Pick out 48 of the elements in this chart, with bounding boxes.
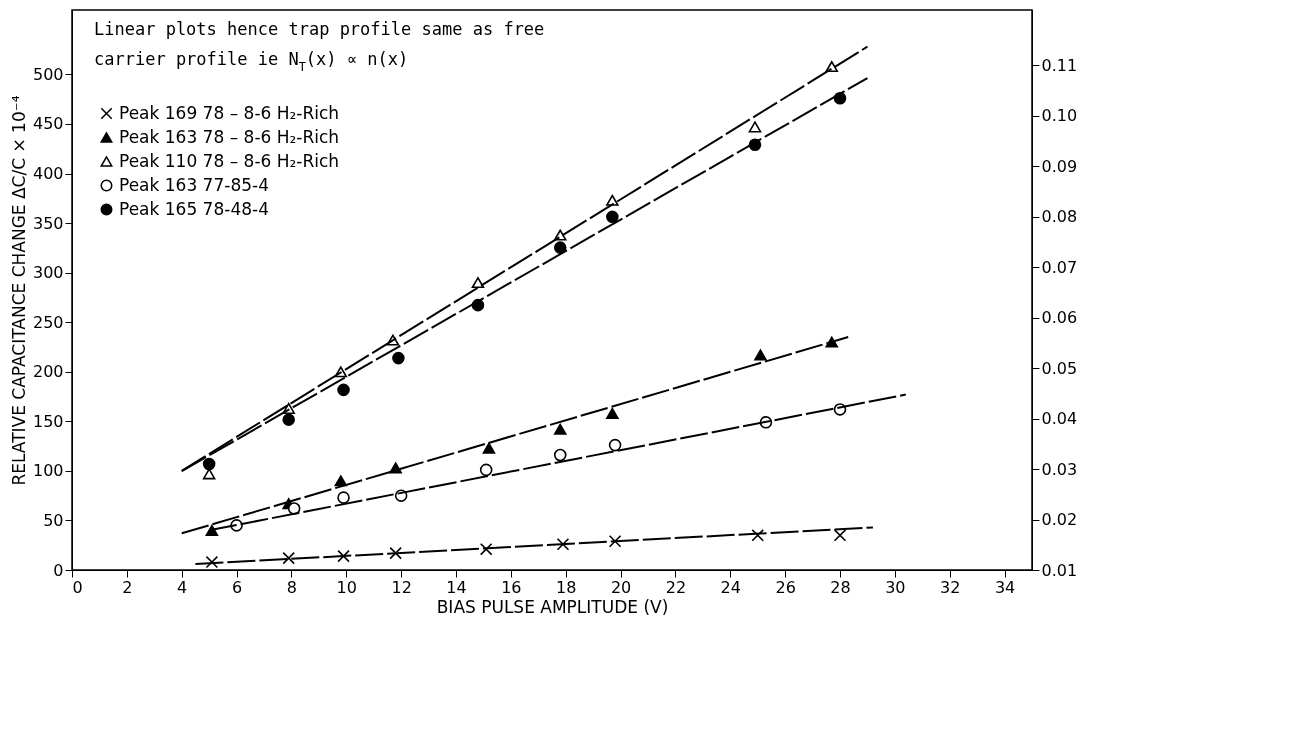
x-tick-label: 4 xyxy=(177,577,188,597)
x-tick-label: 24 xyxy=(720,577,741,597)
y2-tick-label: 0.08 xyxy=(1041,207,1078,227)
y-tick-label: 250 xyxy=(32,312,64,332)
x-tick-label: 0 xyxy=(72,577,83,597)
x-tick-label: 8 xyxy=(286,577,298,597)
x-tick-label: 34 xyxy=(994,577,1016,597)
x-tick-label: 26 xyxy=(775,577,796,597)
y2-tick-label: 0.03 xyxy=(1041,459,1078,479)
x-axis-title: BIAS PULSE AMPLITUDE (V) xyxy=(436,596,669,617)
legend-label: Peak 165 78-48-4 xyxy=(119,198,269,219)
y-tick-label: 400 xyxy=(32,164,64,184)
y2-tick-label: 0.01 xyxy=(1041,560,1078,580)
x-tick-label: 30 xyxy=(885,577,906,597)
y2-tick-label: 0.10 xyxy=(1041,106,1078,126)
y-tick-label: 200 xyxy=(32,362,64,382)
y-tick-label: 450 xyxy=(32,114,64,134)
y-tick-label: 500 xyxy=(32,64,64,84)
y-tick-label: 150 xyxy=(32,411,64,431)
y2-tick-label: 0.11 xyxy=(1041,56,1078,75)
x-tick-label: 18 xyxy=(556,577,577,597)
legend-label: Peak 163 77-85-4 xyxy=(119,174,269,195)
x-tick-label: 2 xyxy=(122,577,133,597)
x-tick-label: 16 xyxy=(501,577,522,597)
legend-label: Peak 169 78 – 8-6 H₂-Rich xyxy=(119,102,340,123)
y-tick-label: 350 xyxy=(32,213,64,233)
y2-tick-label: 0.09 xyxy=(1041,156,1078,176)
legend-label: Peak 110 78 – 8-6 H₂-Rich xyxy=(119,150,340,171)
y-axis-title: RELATIVE CAPACITANCE CHANGE ΔC/C × 10⁻⁴ xyxy=(8,95,29,486)
y2-tick-label: 0.04 xyxy=(1041,409,1078,429)
y2-tick-label: 0.06 xyxy=(1041,308,1078,328)
x-tick-label: 12 xyxy=(391,577,412,597)
x-tick-label: 32 xyxy=(940,577,961,597)
x-tick-label: 6 xyxy=(231,577,243,597)
y-tick-label: 300 xyxy=(32,263,64,283)
x-tick-label: 14 xyxy=(446,577,467,597)
y2-tick-label: 0.07 xyxy=(1041,257,1078,277)
y-tick-label: 0 xyxy=(53,560,64,580)
annotation: Linear plots hence trap profile same as free xyxy=(94,19,545,39)
x-tick-label: 28 xyxy=(830,577,851,597)
y2-tick-label: 0.05 xyxy=(1041,358,1078,378)
x-tick-label: 20 xyxy=(610,577,632,597)
x-tick-label: 10 xyxy=(336,577,357,597)
y-tick-label: 100 xyxy=(32,461,64,481)
x-tick-label: 22 xyxy=(665,577,687,597)
y2-tick-label: 0.02 xyxy=(1041,510,1078,530)
y-tick-label: 50 xyxy=(43,510,64,530)
legend-label: Peak 163 78 – 8-6 H₂-Rich xyxy=(119,126,340,147)
